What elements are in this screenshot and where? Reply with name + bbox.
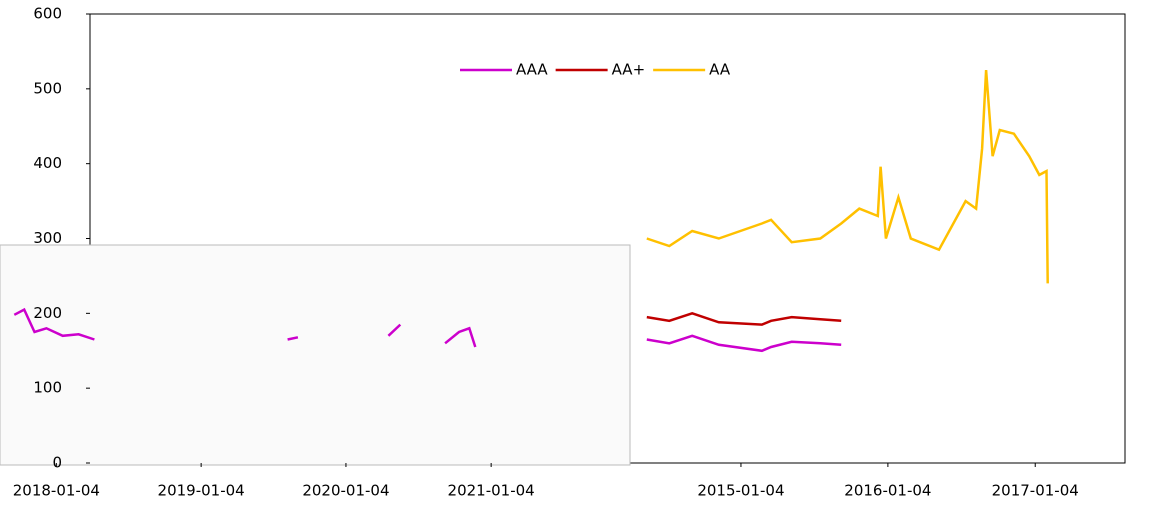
x-tick-label: 2021-01-04 xyxy=(448,482,535,500)
x-tick-label: 2019-01-04 xyxy=(158,482,245,500)
legend-label: AA+ xyxy=(612,61,646,79)
x-tick-label: 2015-01-04 xyxy=(697,482,784,500)
y-tick-label: 200 xyxy=(33,304,62,322)
x-tick-label: 2018-01-04 xyxy=(13,482,100,500)
x-tick-label: 2016-01-04 xyxy=(844,482,931,500)
series-line xyxy=(646,334,842,353)
inset-panel xyxy=(0,244,631,466)
series-line xyxy=(646,311,842,326)
series-line xyxy=(13,307,477,348)
legend-label: AAA xyxy=(516,61,548,79)
y-tick-label: 0 xyxy=(52,454,62,472)
y-tick-label: 400 xyxy=(33,154,62,172)
legend-label: AA xyxy=(709,61,731,79)
y-tick-label: 500 xyxy=(33,79,62,97)
y-tick-label: 300 xyxy=(33,229,62,247)
y-tick-label: 100 xyxy=(33,379,62,397)
x-tick-label: 2020-01-04 xyxy=(302,482,389,500)
y-tick-label: 600 xyxy=(33,5,62,23)
series-line xyxy=(646,70,1049,284)
x-tick-label: 2017-01-04 xyxy=(992,482,1079,500)
